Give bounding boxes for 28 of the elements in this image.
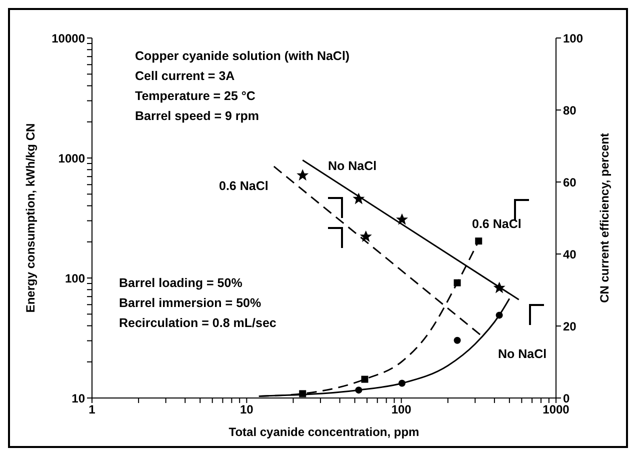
y2-tick-label: 0 xyxy=(563,391,570,406)
x-tick-label: 10 xyxy=(240,402,254,417)
y-tick-label: 1000 xyxy=(58,151,86,166)
x-axis-title: Total cyanide concentration, ppm xyxy=(228,425,420,439)
annotation: No NaCl xyxy=(328,159,377,173)
annotation: Recirculation = 0.8 mL/sec xyxy=(119,316,276,330)
y2-tick-label: 60 xyxy=(563,175,577,190)
x-tick-label: 100 xyxy=(391,402,412,417)
y-axis-title: Energy consumption, kWh/kg CN xyxy=(23,123,38,313)
annotation: Copper cyanide solution (with NaCl) xyxy=(135,49,350,63)
y2-tick-label: 40 xyxy=(563,247,577,262)
y2-tick-label: 80 xyxy=(563,103,577,118)
annotation: Barrel immersion = 50% xyxy=(119,296,262,310)
annotation: Cell current = 3A xyxy=(135,69,235,83)
y2-axis-title: CN current efficiency, percent xyxy=(597,133,612,303)
annotation: No NaCl xyxy=(498,347,547,361)
y-tick-label: 10000 xyxy=(52,31,86,46)
y2-tick-label: 20 xyxy=(563,319,577,334)
y-tick-label: 100 xyxy=(64,271,86,286)
annotation: Temperature = 25 °C xyxy=(135,89,256,103)
annotation: 0.6 NaCl xyxy=(472,217,522,231)
annotation: Barrel speed = 9 rpm xyxy=(135,109,260,123)
annotation: Barrel loading = 50% xyxy=(119,276,242,290)
y-tick-label: 10 xyxy=(72,391,86,406)
x-tick-label: 1 xyxy=(88,402,96,417)
x-tick-label: 1000 xyxy=(542,402,570,417)
annotation: 0.6 NaCl xyxy=(219,179,268,193)
y2-tick-label: 100 xyxy=(563,31,584,46)
